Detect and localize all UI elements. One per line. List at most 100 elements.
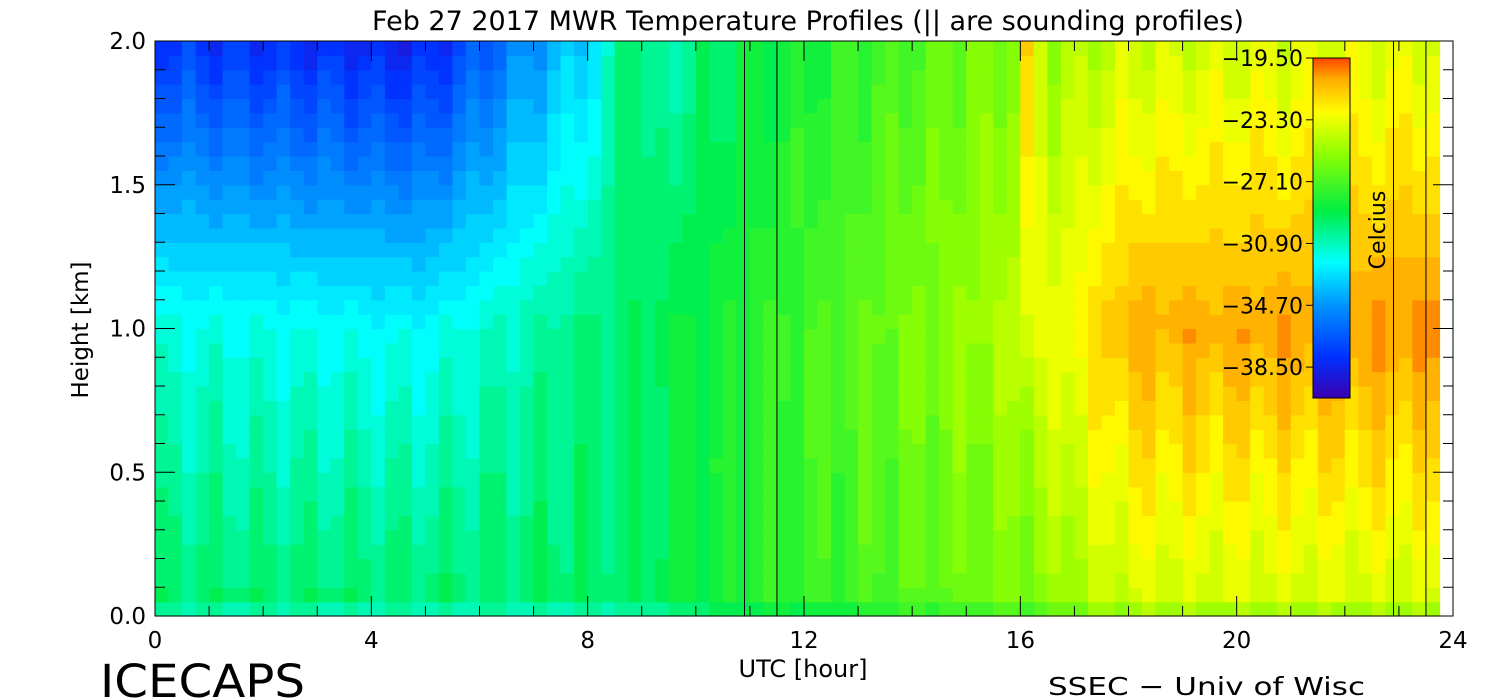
heatmap-cell	[195, 558, 210, 574]
heatmap-cell	[979, 156, 994, 171]
heatmap-cell	[709, 41, 724, 56]
heatmap-cell	[182, 386, 197, 401]
heatmap-cell	[398, 342, 413, 358]
heatmap-cell	[1087, 601, 1102, 617]
heatmap-cell	[1047, 156, 1062, 171]
heatmap-cell	[1182, 112, 1197, 128]
heatmap-cell	[371, 357, 386, 373]
heatmap-cell	[209, 501, 224, 516]
heatmap-cell	[1236, 170, 1251, 186]
heatmap-cell	[831, 112, 846, 128]
heatmap-cell	[236, 141, 251, 157]
heatmap-cell	[1223, 572, 1238, 588]
heatmap-cell	[290, 141, 305, 157]
heatmap-cell	[303, 400, 318, 416]
heatmap-cell	[1223, 213, 1238, 229]
heatmap-cell	[655, 386, 670, 401]
heatmap-cell	[736, 429, 751, 445]
heatmap-cell	[804, 587, 819, 603]
heatmap-cell	[736, 501, 751, 516]
heatmap-cell	[668, 285, 683, 301]
heatmap-cell	[1006, 558, 1021, 574]
heatmap-cell	[1060, 386, 1075, 401]
heatmap-cell	[939, 429, 954, 445]
heatmap-cell	[749, 41, 764, 56]
heatmap-cell	[195, 271, 210, 286]
heatmap-cell	[425, 141, 440, 157]
heatmap-cell	[452, 529, 467, 545]
heatmap-cell	[817, 199, 832, 215]
heatmap-cell	[1263, 443, 1278, 459]
heatmap-cell	[777, 558, 792, 574]
heatmap-cell	[1398, 457, 1413, 473]
heatmap-cell	[222, 256, 237, 272]
heatmap-cell	[1074, 558, 1089, 574]
heatmap-cell	[1087, 41, 1102, 56]
heatmap-cell	[506, 572, 521, 588]
heatmap-cell	[479, 285, 494, 301]
heatmap-cell	[979, 227, 994, 243]
heatmap-cell	[290, 84, 305, 100]
heatmap-cell	[1006, 55, 1021, 71]
heatmap-cell	[587, 227, 602, 243]
colorbar	[1312, 57, 1351, 399]
heatmap-cell	[831, 41, 846, 56]
heatmap-cell	[425, 299, 440, 315]
heatmap-cell	[357, 572, 372, 588]
heatmap-cell	[411, 558, 426, 574]
heatmap-cell	[1358, 486, 1373, 502]
heatmap-cell	[682, 371, 697, 387]
heatmap-cell	[493, 271, 508, 286]
heatmap-cell	[966, 357, 981, 373]
heatmap-cell	[939, 55, 954, 71]
heatmap-cell	[1115, 127, 1130, 143]
heatmap-cell	[763, 544, 778, 560]
heatmap-cell	[520, 429, 535, 445]
heatmap-cell	[1020, 213, 1035, 229]
heatmap-cell	[641, 400, 656, 416]
heatmap-cell	[466, 184, 481, 200]
heatmap-cell	[1331, 414, 1346, 430]
heatmap-cell	[411, 314, 426, 330]
heatmap-cell	[601, 69, 616, 85]
heatmap-cell	[371, 314, 386, 330]
heatmap-cell	[155, 213, 170, 229]
heatmap-cell	[912, 587, 927, 603]
heatmap-cell	[912, 572, 927, 588]
heatmap-cell	[506, 486, 521, 502]
heatmap-cell	[425, 127, 440, 143]
heatmap-cell	[1169, 400, 1184, 416]
heatmap-cell	[1263, 55, 1278, 71]
heatmap-cell	[736, 558, 751, 574]
heatmap-cell	[1385, 529, 1400, 545]
heatmap-cell	[1236, 84, 1251, 100]
heatmap-cell	[236, 529, 251, 545]
heatmap-cell	[790, 227, 805, 243]
heatmap-cell	[1033, 457, 1048, 473]
heatmap-cell	[1033, 357, 1048, 373]
heatmap-cell	[317, 112, 332, 128]
heatmap-cell	[1398, 285, 1413, 301]
heatmap-cell	[1317, 601, 1332, 617]
heatmap-cell	[587, 529, 602, 545]
heatmap-cell	[1426, 501, 1441, 516]
heatmap-cell	[466, 242, 481, 258]
heatmap-cell	[303, 328, 318, 344]
heatmap-cell	[952, 587, 967, 603]
heatmap-cell	[1250, 443, 1265, 459]
heatmap-cell	[1304, 501, 1319, 516]
heatmap-cell	[925, 285, 940, 301]
heatmap-cell	[236, 371, 251, 387]
heatmap-cell	[276, 386, 291, 401]
heatmap-cell	[601, 41, 616, 56]
heatmap-cell	[533, 314, 548, 330]
heatmap-cell	[1047, 529, 1062, 545]
heatmap-cell	[1101, 199, 1116, 215]
heatmap-cell	[1277, 529, 1292, 545]
heatmap-cell	[168, 572, 183, 588]
heatmap-cell	[276, 457, 291, 473]
heatmap-cell	[1426, 156, 1441, 171]
heatmap-cell	[1304, 414, 1319, 430]
heatmap-cell	[506, 98, 521, 114]
heatmap-cell	[939, 501, 954, 516]
